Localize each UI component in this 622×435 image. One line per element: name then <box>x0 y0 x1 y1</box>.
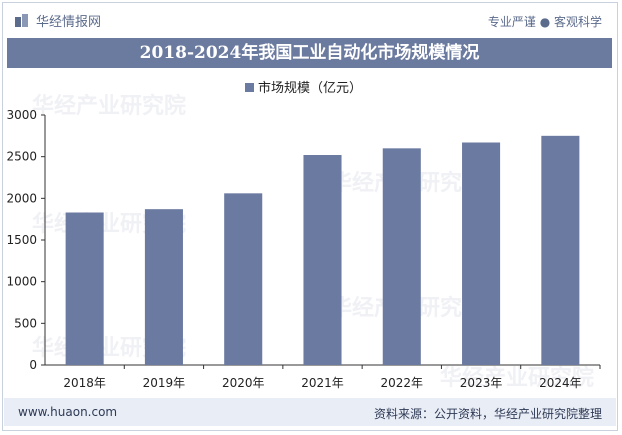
y-tick-label: 500 <box>14 316 37 330</box>
x-tick-label: 2019年 <box>143 376 186 390</box>
bar <box>224 193 263 365</box>
footer: www.huaon.com 资料来源：公开资料，华经产业研究院整理 <box>4 398 616 426</box>
y-tick-label: 1000 <box>6 275 37 289</box>
y-tick-label: 3000 <box>6 108 37 122</box>
bar <box>65 212 104 365</box>
x-tick-label: 2021年 <box>301 376 344 390</box>
x-tick-label: 2018年 <box>63 376 106 390</box>
source-note: 资料来源：公开资料，华经产业研究院整理 <box>373 407 602 421</box>
bar <box>382 148 421 365</box>
x-tick-label: 2022年 <box>381 376 424 390</box>
chart-frame <box>2 2 618 431</box>
x-tick-label: 2020年 <box>222 376 265 390</box>
bar <box>144 209 183 365</box>
legend-swatch <box>245 83 254 92</box>
website-link[interactable]: www.huaon.com <box>18 405 118 419</box>
x-tick-label: 2023年 <box>460 376 503 390</box>
logo-text: 华经情报网 <box>36 15 102 30</box>
legend-label: 市场规模（亿元） <box>258 80 362 96</box>
slogan: 专业严谨 ● 客观科学 <box>487 15 602 29</box>
chart-title: 2018-2024年我国工业自动化市场规模情况 <box>7 38 612 68</box>
logo: 华经情报网 <box>14 11 101 30</box>
bar <box>541 135 580 365</box>
header: 华经情报网 专业严谨 ● 客观科学 <box>4 4 616 36</box>
huajing-logo-icon <box>15 13 28 27</box>
x-tick-label: 2024年 <box>539 376 582 390</box>
y-tick-label: 1500 <box>6 233 37 247</box>
bar <box>303 155 342 365</box>
y-tick-label: 2500 <box>6 150 37 164</box>
bar <box>462 142 501 365</box>
y-tick-label: 0 <box>29 358 37 372</box>
y-tick-label: 2000 <box>6 191 37 205</box>
